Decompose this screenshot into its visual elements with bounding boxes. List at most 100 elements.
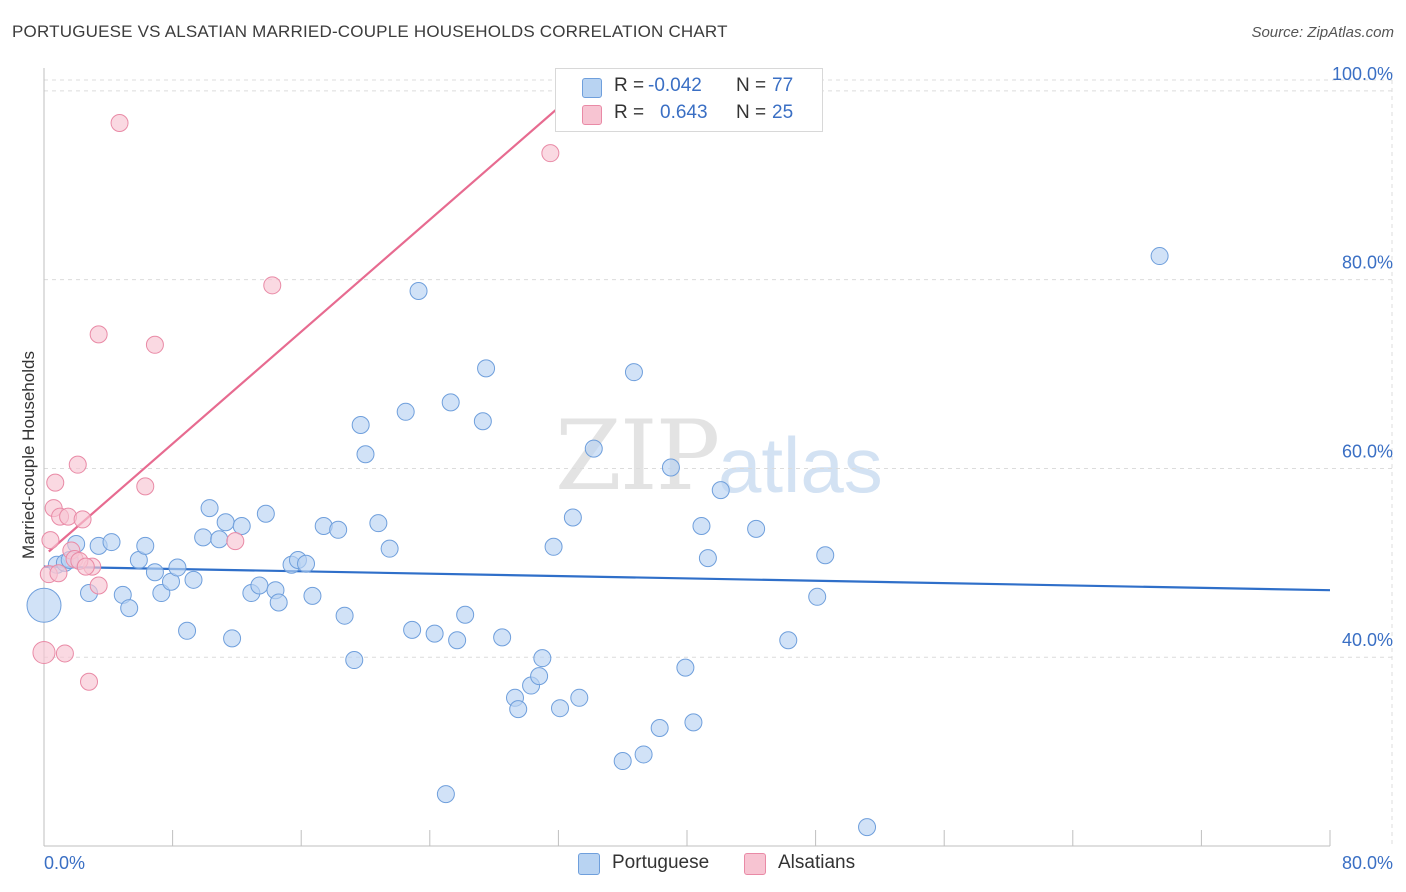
portuguese-point [178, 621, 197, 640]
portuguese-point [369, 514, 388, 533]
alsatian-point [76, 557, 95, 576]
portuguese-point [210, 530, 229, 549]
alsatian-point [226, 532, 245, 551]
portuguese-point [634, 745, 653, 764]
alsatian-point [55, 644, 74, 663]
portuguese-point [380, 539, 399, 558]
alsatian-point [541, 144, 560, 163]
alsatian-trend-line [48, 90, 579, 553]
n-label: N = [736, 102, 767, 123]
portuguese-point [232, 517, 251, 536]
y-tick-label: 80.0% [1342, 253, 1393, 273]
portuguese-point [509, 700, 528, 719]
portuguese-point [136, 536, 155, 555]
y-tick-label: 100.0% [1332, 64, 1393, 84]
y-axis-title: Married-couple Households [19, 351, 38, 559]
portuguese-point [624, 363, 643, 382]
n-value: 77 [772, 75, 794, 96]
portuguese-point [711, 481, 730, 500]
portuguese-point [120, 599, 139, 618]
portuguese-point [613, 752, 632, 771]
portuguese-point [223, 629, 242, 648]
portuguese-point [533, 649, 552, 668]
portuguese-trend-line [43, 565, 1331, 592]
blue-swatch-icon [578, 853, 600, 875]
portuguese-point [747, 519, 766, 538]
portuguese-point [356, 445, 375, 464]
legend-label: Portuguese [612, 852, 710, 873]
portuguese-point [194, 528, 213, 547]
portuguese-point [692, 517, 711, 536]
legend-row-alsatians: R = 0.643 N = 25 [556, 100, 822, 128]
gridlines [44, 72, 1393, 846]
alsatian-point [32, 640, 56, 665]
alsatian-point [89, 576, 108, 595]
alsatian-point [73, 510, 92, 529]
portuguese-point [403, 620, 422, 639]
chart-title: PORTUGUESE VS ALSATIAN MARRIED-COUPLE HO… [12, 22, 728, 41]
portuguese-point [425, 624, 444, 643]
portuguese-point [563, 508, 582, 527]
portuguese-point [409, 281, 428, 300]
portuguese-point [473, 412, 492, 431]
portuguese-point [329, 520, 348, 539]
watermark-atlas: atlas [718, 421, 883, 509]
source-label: Source: ZipAtlas.com [1251, 24, 1394, 41]
portuguese-point [1150, 247, 1169, 266]
alsatian-point [136, 477, 155, 496]
blue-swatch-icon [582, 78, 602, 98]
watermark-zip: ZIP [555, 400, 720, 512]
portuguese-point [335, 606, 354, 625]
portuguese-point [168, 558, 187, 577]
portuguese-point [145, 563, 164, 582]
alsatian-point [68, 455, 87, 474]
alsatian-point [49, 564, 68, 583]
portuguese-point [684, 713, 703, 732]
correlation-legend: R = -0.042 N = 77 R = 0.643 N = 25 [555, 68, 823, 132]
pink-swatch-icon [744, 853, 766, 875]
alsatian-point [263, 276, 282, 295]
portuguese-point [256, 504, 275, 523]
portuguese-point [436, 785, 455, 804]
portuguese-point [102, 533, 121, 552]
portuguese-point [544, 537, 563, 556]
alsatian-point [80, 672, 99, 691]
y-tick-label: 60.0% [1342, 441, 1393, 461]
portuguese-point [351, 416, 370, 435]
portuguese-point [456, 605, 475, 624]
portuguese-point [493, 628, 512, 647]
portuguese-point [216, 513, 235, 532]
alsatian-point [41, 531, 60, 550]
portuguese-point [184, 570, 203, 589]
portuguese-point [650, 719, 669, 738]
portuguese-point [441, 393, 460, 412]
legend-row-portuguese: R = -0.042 N = 77 [556, 73, 822, 101]
portuguese-point [551, 699, 570, 718]
portuguese-point [808, 587, 827, 606]
r-value: 0.643 [660, 102, 708, 123]
alsatian-point [46, 473, 65, 492]
portuguese-point [779, 631, 798, 650]
portuguese-point [297, 554, 316, 573]
trend-lines [43, 90, 1331, 592]
portuguese-point [661, 458, 680, 477]
r-value: -0.042 [648, 75, 702, 96]
legend-label: Alsatians [778, 852, 856, 873]
portuguese-point [676, 658, 695, 677]
portuguese-point [530, 667, 549, 686]
axes [43, 68, 1331, 847]
n-value: 25 [772, 102, 794, 123]
portuguese-point [303, 586, 322, 605]
portuguese-point [269, 593, 288, 612]
y-tick-label: 40.0% [1342, 630, 1393, 650]
portuguese-point [570, 688, 589, 707]
pink-swatch-icon [582, 105, 602, 125]
x-tick-label: 0.0% [44, 853, 85, 873]
portuguese-point [816, 546, 835, 565]
data-points [26, 113, 1169, 837]
alsatian-point [145, 335, 164, 354]
alsatian-point [89, 325, 108, 344]
portuguese-point [26, 587, 62, 623]
portuguese-point [250, 576, 269, 595]
